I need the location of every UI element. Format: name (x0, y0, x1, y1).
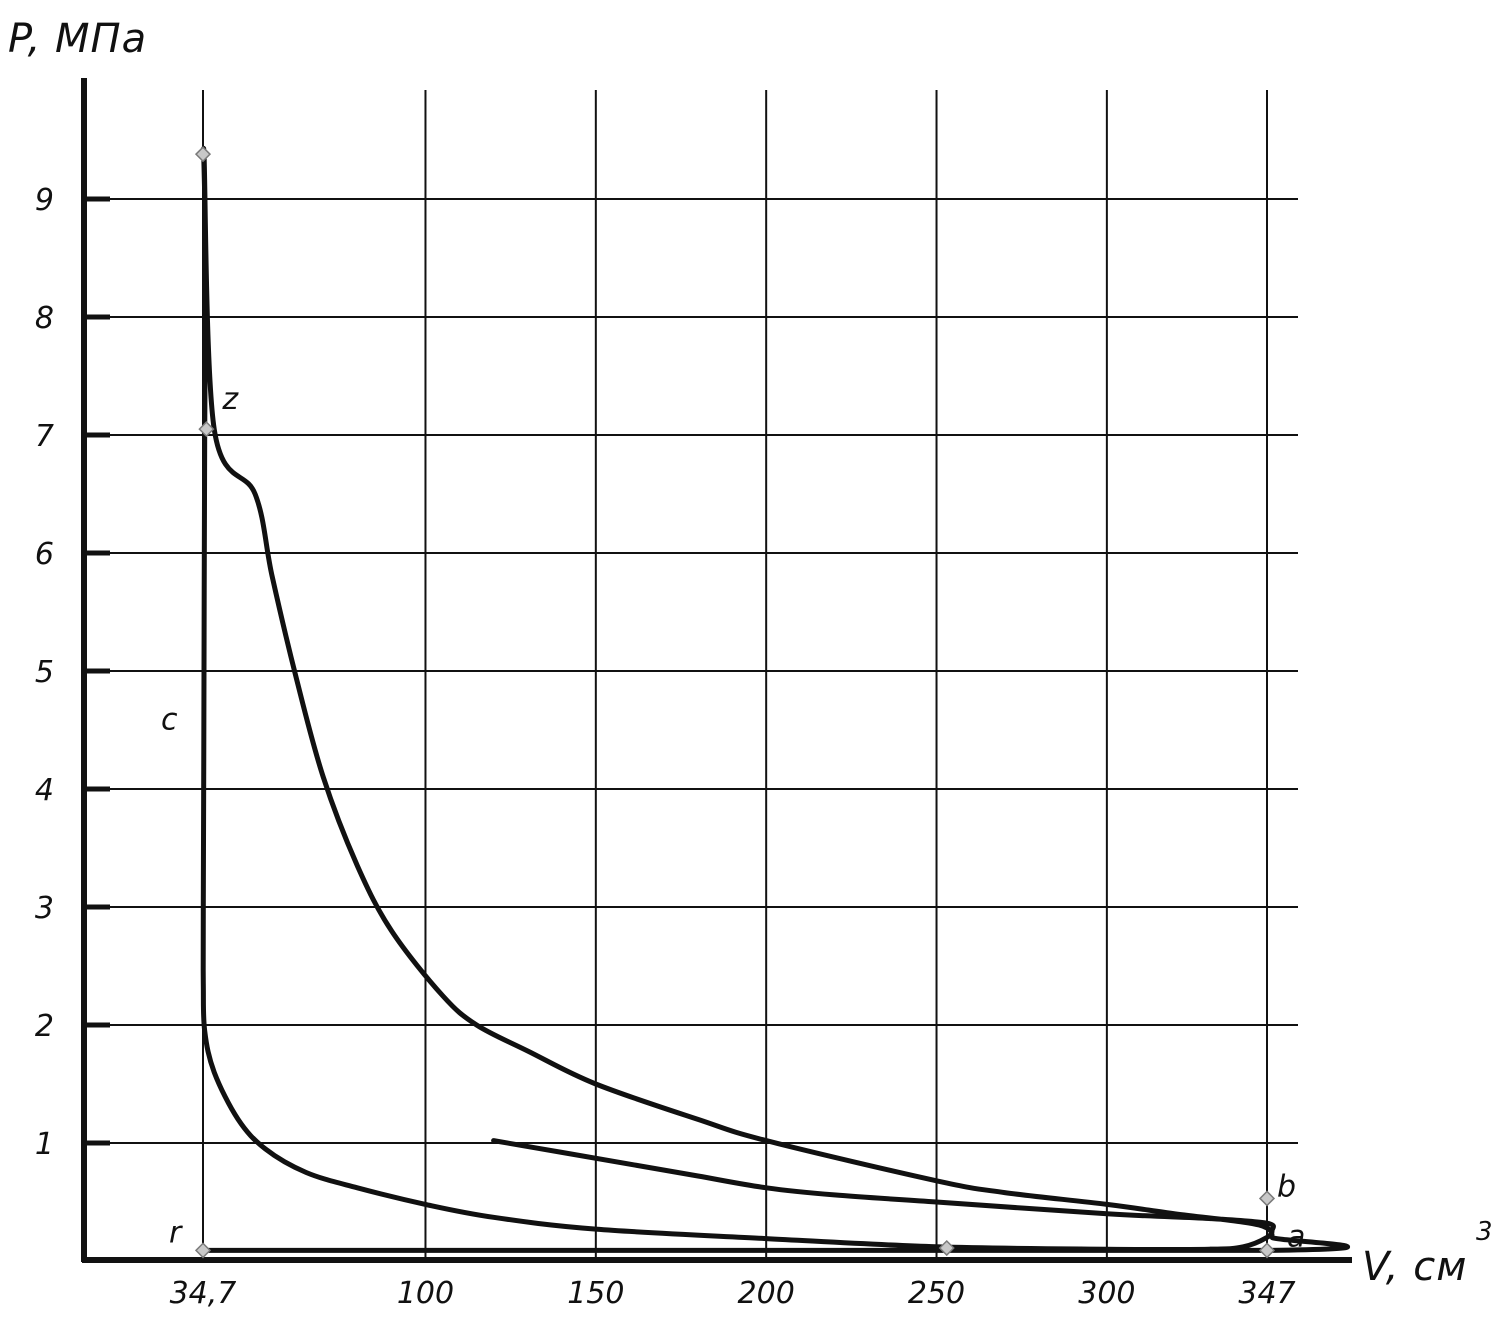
point-marker-2 (938, 1239, 955, 1257)
point-label-z: z (221, 382, 239, 417)
y-tick-label-5: 5 (35, 655, 54, 690)
point-label-b: b (1277, 1169, 1296, 1204)
y-tick-label-2: 2 (35, 1009, 54, 1044)
x-tick-label-250: 250 (908, 1276, 965, 1311)
cycle-curves (200, 146, 1350, 1253)
point-labels: r a c z b (161, 382, 1305, 1254)
x-tick-label-150: 150 (567, 1276, 624, 1311)
y-tick-label-3: 3 (35, 891, 54, 926)
point-marker-0 (194, 146, 212, 163)
x-axis-unit-superscript: 3 (1476, 1217, 1493, 1247)
point-marker-1 (198, 421, 215, 438)
y-tick-label-6: 6 (35, 537, 54, 572)
point-label-c: c (161, 703, 178, 738)
y-tick-label-7: 7 (35, 419, 54, 454)
x-tick-label-34,7: 34,7 (170, 1276, 237, 1311)
point-markers (194, 146, 1276, 1259)
y-tick-label-8: 8 (35, 301, 54, 336)
point-label-a: a (1287, 1219, 1305, 1254)
x-tick-label-100: 100 (397, 1276, 454, 1311)
x-tick-label-200: 200 (738, 1276, 795, 1311)
tick-labels: 34,7 100 150 200 250 300 347 1 2 3 4 5 6 7 8 9 (35, 183, 1296, 1311)
ticks (84, 196, 110, 1146)
y-tick-label-4: 4 (35, 773, 54, 808)
x-tick-label-300: 300 (1078, 1276, 1135, 1311)
y-axis-title: P, МПа (8, 16, 147, 62)
point-marker-5 (194, 1242, 212, 1259)
point-label-r: r (169, 1215, 183, 1250)
point-marker-3 (1258, 1190, 1276, 1207)
y-tick-label-1: 1 (35, 1127, 54, 1162)
point-marker-4 (1258, 1242, 1276, 1259)
y-tick-label-9: 9 (35, 183, 54, 218)
x-axis-title: V, см (1362, 1244, 1467, 1290)
cycle-curve-0 (200, 146, 1350, 1253)
grid (84, 90, 1298, 1260)
x-tick-label-347: 347 (1238, 1276, 1295, 1311)
